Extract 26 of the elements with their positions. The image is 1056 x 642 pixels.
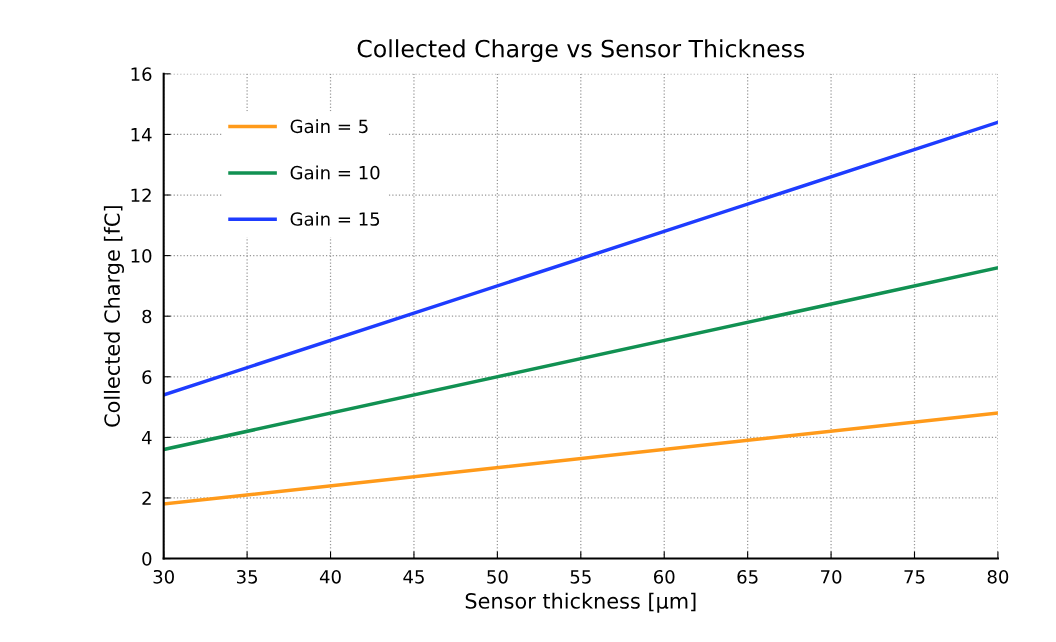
legend-label: Gain = 15 <box>290 211 380 226</box>
x-tick-label: 45 <box>403 570 424 584</box>
chart-title: Collected Charge vs Sensor Thickness <box>357 39 805 63</box>
x-tick-label: 70 <box>821 569 842 584</box>
x-axis-title: Sensor thickness [μm] <box>465 592 696 613</box>
x-tick-label: 40 <box>319 569 341 584</box>
x-tick-label: 80 <box>987 569 1009 584</box>
y-tick-label: 16 <box>131 67 152 81</box>
y-tick-label: 0 <box>142 552 152 566</box>
y-tick-label: 2 <box>142 491 151 505</box>
x-tick-label: 75 <box>904 570 925 584</box>
y-tick-label: 14 <box>131 128 152 142</box>
x-tick-label: 55 <box>570 570 591 584</box>
y-tick-label: 12 <box>131 188 151 202</box>
x-tick-label: 35 <box>236 569 258 584</box>
x-tick-label: 65 <box>737 569 758 584</box>
y-tick-label: 6 <box>142 370 152 384</box>
y-tick-label: 10 <box>131 249 152 263</box>
y-axis-title: Collected Charge [fC] <box>103 206 125 427</box>
x-tick-label: 50 <box>487 569 508 584</box>
y-tick-label: 8 <box>142 309 152 324</box>
legend-label: Gain = 5 <box>290 119 368 134</box>
x-tick-label: 30 <box>153 569 174 584</box>
y-tick-label: 4 <box>141 431 152 445</box>
legend-label: Gain = 10 <box>290 165 380 180</box>
x-tick-label: 60 <box>654 569 675 584</box>
